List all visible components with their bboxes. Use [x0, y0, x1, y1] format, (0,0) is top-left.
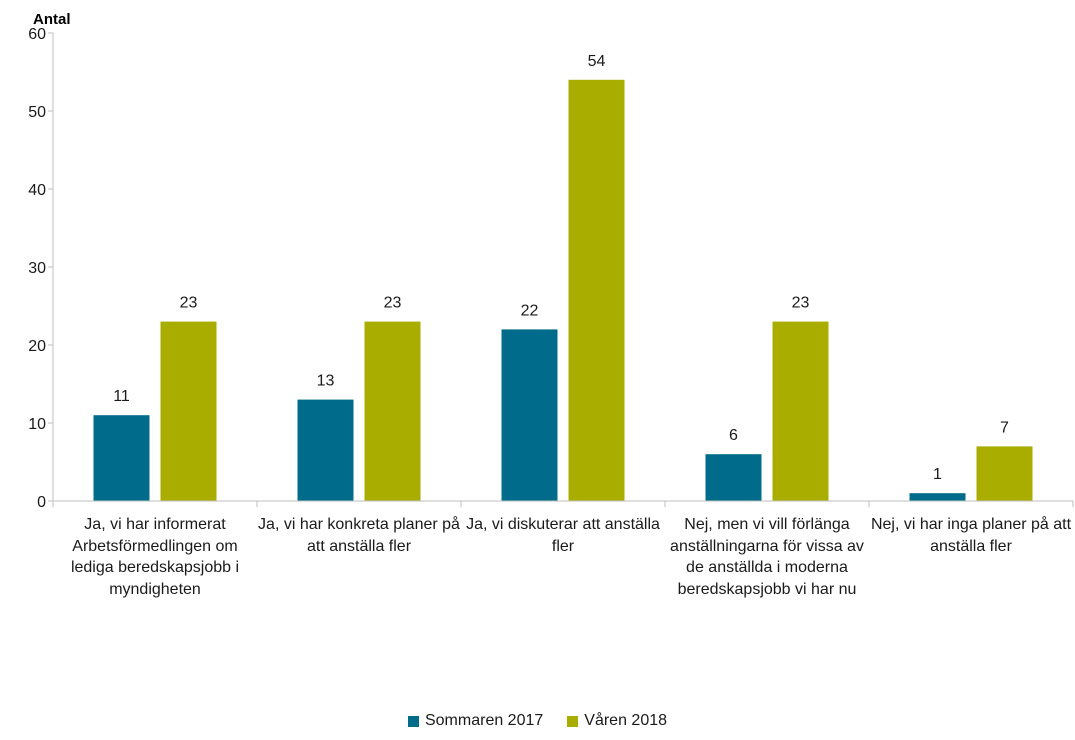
legend-item-varen-2018: Våren 2018 [567, 712, 667, 730]
bar-sommaren-2017 [93, 415, 150, 501]
bar-varen-2018 [364, 321, 421, 501]
y-tick-label: 0 [37, 494, 46, 511]
data-label: 23 [180, 295, 198, 312]
legend-swatch-varen-2018 [567, 715, 579, 727]
y-axis: 0 10 20 30 40 50 60 [28, 26, 54, 511]
data-label: 7 [1000, 419, 1009, 436]
data-label: 11 [113, 388, 130, 405]
legend-label-varen-2018: Våren 2018 [584, 712, 668, 729]
bar-varen-2018 [772, 321, 829, 501]
y-tick-label: 60 [28, 26, 46, 43]
data-label: 6 [729, 427, 738, 444]
category-label-2: Ja, vi har konkreta planer på att anstäl… [258, 516, 460, 555]
bar-sommaren-2017 [297, 399, 354, 501]
legend-label-sommaren-2017: Sommaren 2017 [424, 712, 544, 729]
data-label: 1 [933, 466, 942, 483]
bar-sommaren-2017 [909, 493, 966, 501]
data-label: 23 [792, 295, 810, 312]
data-label: 13 [317, 373, 335, 390]
category-label-4: Nej, men vi vill förlänga anställningarn… [670, 516, 864, 598]
bar-sommaren-2017 [501, 329, 558, 501]
data-label: 54 [588, 53, 606, 70]
category-label-1: Ja, vi har informerat Arbetsförmedlingen… [70, 516, 240, 598]
legend: Sommaren 2017 Våren 2018 [0, 712, 1075, 730]
legend-item-sommaren-2017: Sommaren 2017 [407, 712, 544, 730]
bar-varen-2018 [160, 321, 217, 501]
bars [93, 79, 1033, 502]
bar-varen-2018 [976, 446, 1033, 501]
y-tick-label: 40 [28, 182, 46, 199]
y-tick-label: 20 [28, 338, 46, 355]
category-label-3: Ja, vi diskuterar att anställa fler [466, 516, 660, 555]
data-label: 22 [521, 302, 539, 319]
y-tick-label: 50 [28, 104, 46, 121]
bar-sommaren-2017 [705, 454, 762, 501]
x-axis [52, 500, 1074, 507]
category-label-5: Nej, vi har inga planer på att anställa … [870, 516, 1072, 555]
y-tick-label: 10 [28, 416, 46, 433]
data-label: 23 [384, 295, 402, 312]
y-tick-label: 30 [28, 260, 46, 277]
data-labels: 11 23 13 23 22 54 6 23 1 7 [113, 53, 1009, 483]
legend-swatch-sommaren-2017 [407, 715, 419, 727]
bar-varen-2018 [568, 79, 625, 502]
y-axis-title: Antal [33, 11, 71, 28]
